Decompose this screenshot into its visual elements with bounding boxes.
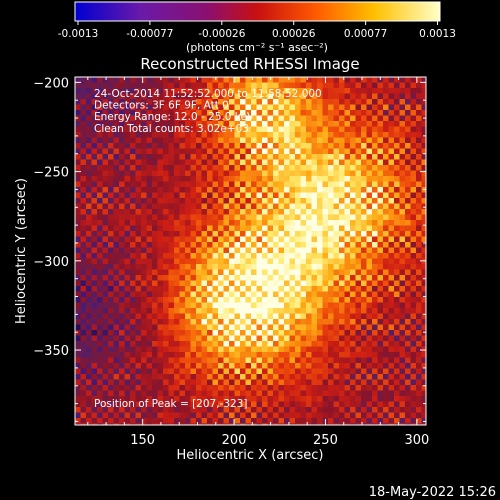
y-axis-label: Heliocentric Y (arcsec) bbox=[14, 178, 29, 324]
y-tick-label: −200 bbox=[33, 76, 69, 91]
plot-frame bbox=[74, 76, 427, 426]
peak-position-label: Position of Peak = [207,-323] bbox=[94, 398, 248, 410]
colorbar-tick-label: 0.0013 bbox=[419, 28, 456, 40]
colorbar-tick-label: -0.00077 bbox=[126, 28, 173, 40]
x-axis: 150 200 250 300 bbox=[87, 77, 429, 448]
heatmap-image bbox=[75, 77, 426, 425]
x-tick-label: 200 bbox=[222, 433, 247, 448]
y-tick-label: −250 bbox=[33, 166, 69, 181]
x-tick-label: 250 bbox=[313, 433, 338, 448]
colorbar-tick-label: 0.00077 bbox=[344, 28, 387, 40]
annotation-line: Energy Range: 12.0 - 25.0 keV bbox=[94, 111, 255, 123]
colorbar-tick-label: -0.0013 bbox=[58, 28, 99, 40]
x-tick-label: 150 bbox=[130, 433, 155, 448]
annotation-line: Clean Total counts: 3.02e+03 bbox=[94, 123, 249, 135]
colorbar-ticks: -0.0013 -0.00077 -0.00026 0.00026 0.00077 0.0… bbox=[58, 21, 456, 40]
colorbar-tick-label: 0.00026 bbox=[272, 28, 316, 40]
x-axis-label: Heliocentric X (arcsec) bbox=[177, 448, 324, 463]
y-tick-label: −300 bbox=[33, 255, 69, 270]
annotation-line: Detectors: 3F 6F 9F, Att 0 bbox=[94, 100, 229, 112]
annotations: 24-Oct-2014 11:52:52.000 to 11:58:52.000… bbox=[94, 88, 322, 135]
chart-title: Reconstructed RHESSI Image bbox=[140, 55, 359, 73]
y-tick-label: −350 bbox=[33, 344, 69, 359]
annotation-line: 24-Oct-2014 11:52:52.000 to 11:58:52.000 bbox=[94, 88, 322, 100]
colorbar-unit-label: (photons cm⁻² s⁻¹ asec⁻²) bbox=[186, 41, 328, 54]
x-tick-label: 300 bbox=[404, 433, 429, 448]
colorbar bbox=[74, 1, 441, 22]
colorbar-tick-label: -0.00026 bbox=[198, 28, 246, 40]
footer-date: 18-May-2022 15:26 bbox=[369, 485, 496, 500]
y-axis: −200 −250 −300 −350 bbox=[33, 76, 426, 422]
